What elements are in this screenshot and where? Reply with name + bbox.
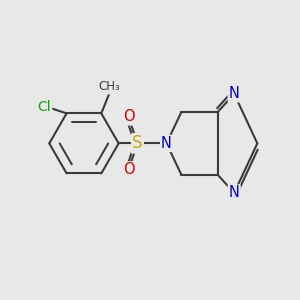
Text: Cl: Cl [38,100,51,114]
Text: N: N [161,136,172,151]
Text: CH₃: CH₃ [99,80,120,93]
Text: S: S [132,134,143,152]
Text: N: N [229,86,240,101]
Text: O: O [123,110,134,124]
Text: O: O [123,162,134,177]
Text: N: N [229,185,240,200]
